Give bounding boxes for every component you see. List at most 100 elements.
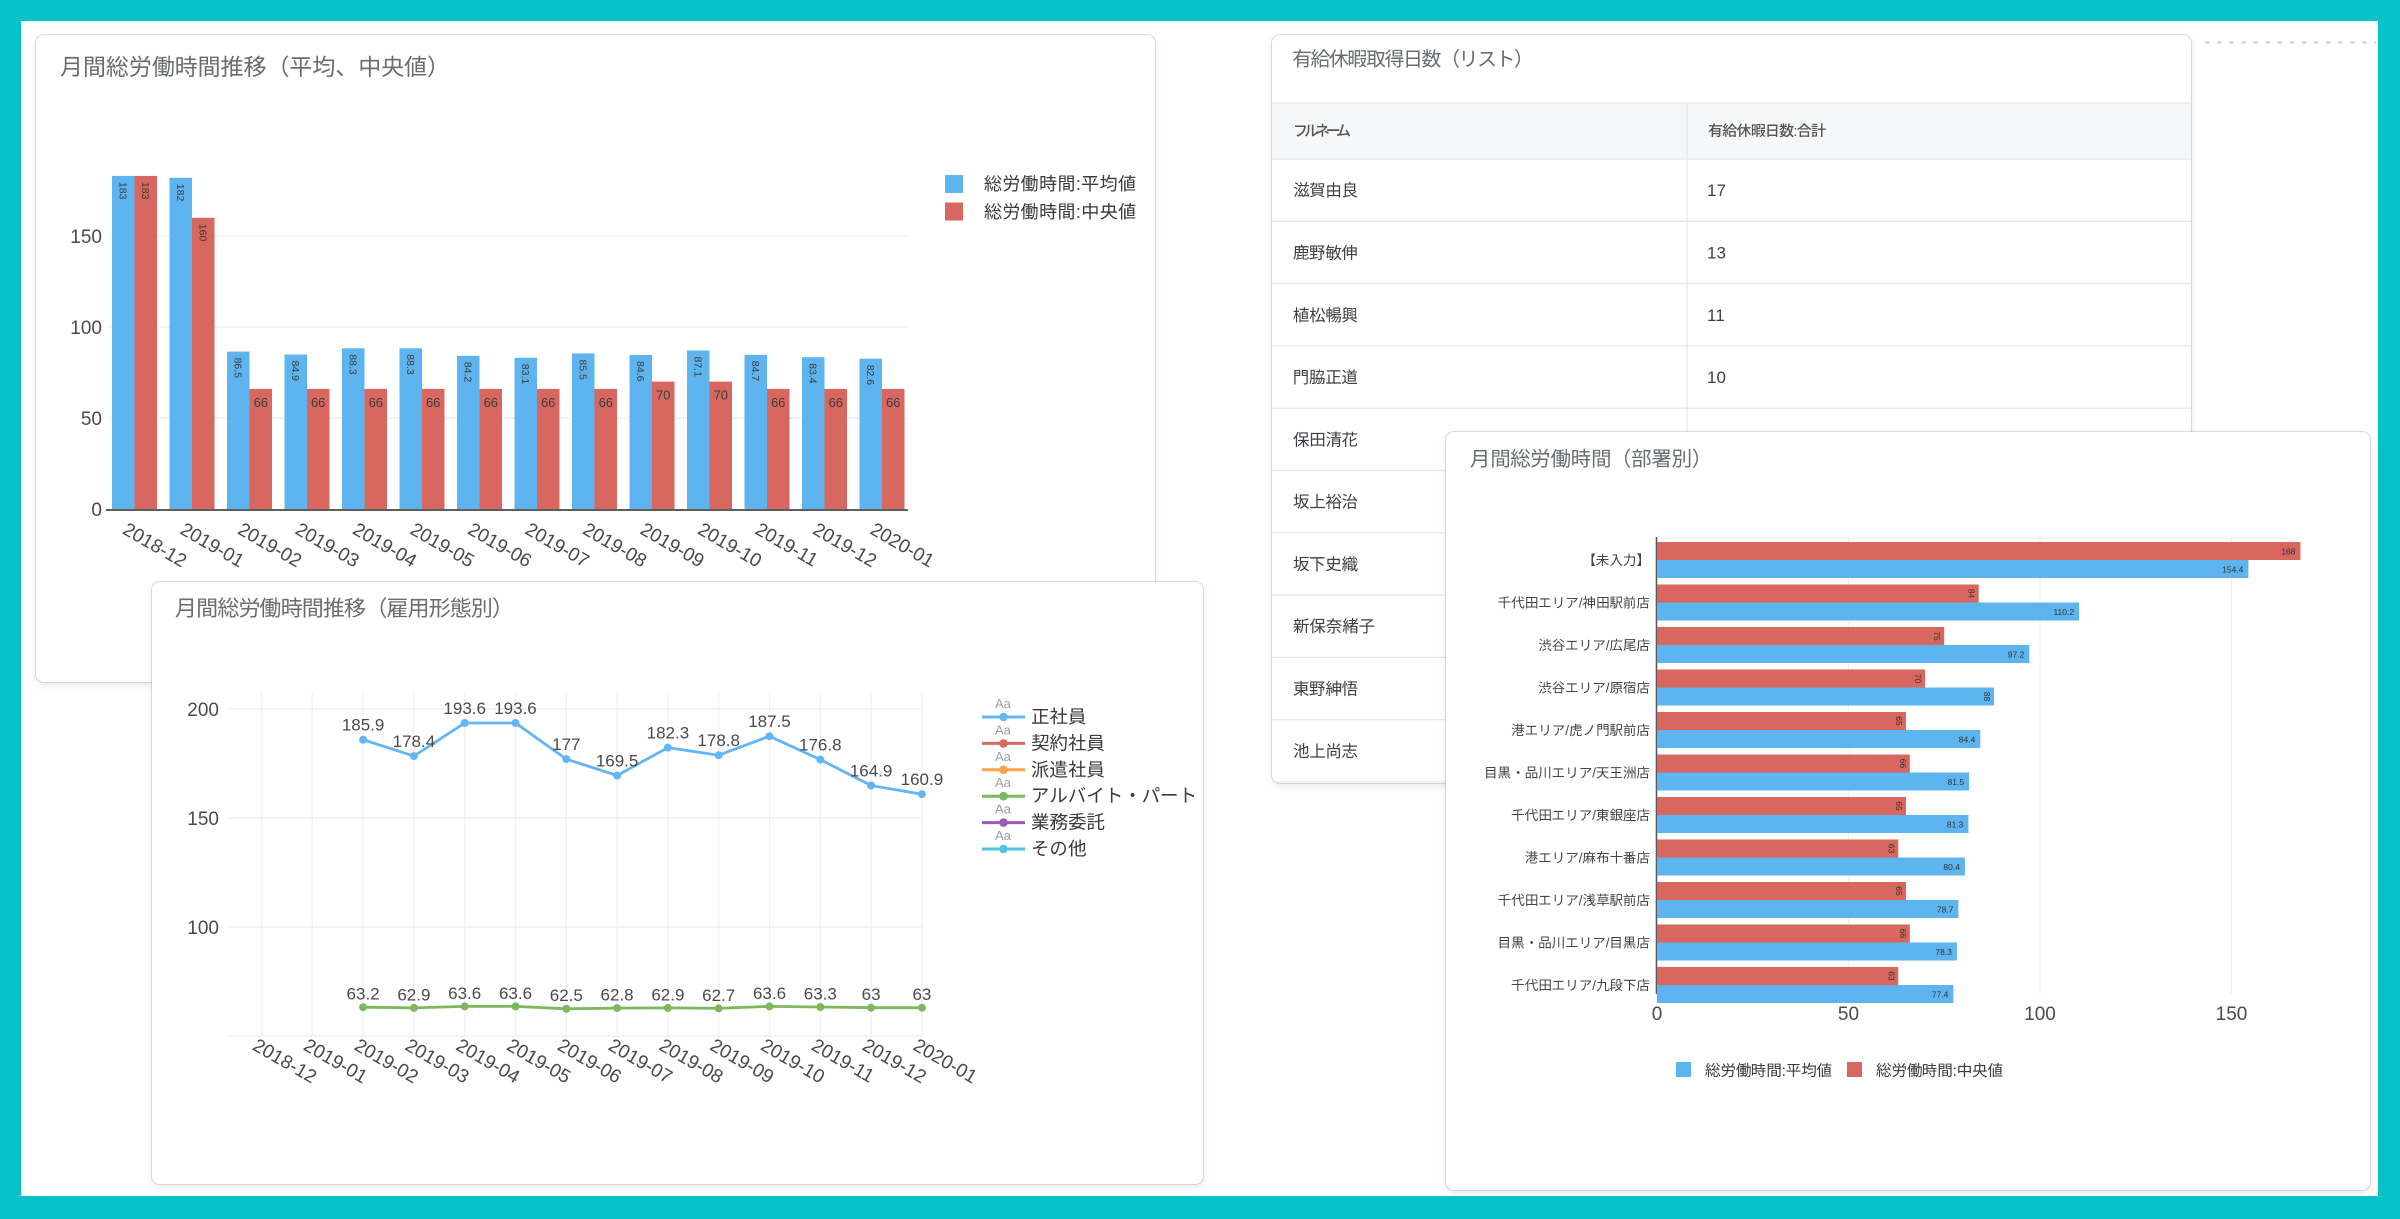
svg-text:82.6: 82.6: [864, 365, 876, 386]
svg-text:2019-11: 2019-11: [752, 519, 822, 571]
svg-text:目黒・品川エリア/天王洲店: 目黒・品川エリア/天王洲店: [1484, 766, 1650, 781]
svg-text:2019-09: 2019-09: [637, 519, 708, 572]
svg-text:63: 63: [1886, 844, 1896, 854]
svg-text:坂下史織: 坂下史織: [1293, 556, 1359, 574]
svg-text:66: 66: [254, 395, 268, 410]
svg-text:Aa: Aa: [995, 722, 1012, 737]
svg-text:2019-07: 2019-07: [522, 519, 593, 572]
svg-text:2018-12: 2018-12: [119, 519, 190, 572]
svg-text:100: 100: [187, 918, 219, 939]
svg-text:63.6: 63.6: [753, 984, 786, 1003]
svg-text:63.3: 63.3: [804, 985, 837, 1004]
svg-text:Aa: Aa: [995, 775, 1012, 790]
svg-text:【未入力】: 【未入力】: [1583, 553, 1651, 568]
svg-text:総労働時間:平均値: 総労働時間:平均値: [1705, 1062, 1832, 1080]
svg-text:62.7: 62.7: [702, 986, 735, 1005]
svg-text:50: 50: [81, 409, 102, 430]
svg-text:2020-01: 2020-01: [867, 519, 938, 572]
svg-text:63.2: 63.2: [347, 985, 380, 1004]
svg-text:70: 70: [656, 388, 670, 403]
svg-text:業務委託: 業務委託: [1031, 812, 1106, 833]
svg-text:77.4: 77.4: [1932, 990, 1949, 1000]
svg-text:2019-08: 2019-08: [579, 519, 650, 572]
svg-text:千代田エリア/東銀座店: 千代田エリア/東銀座店: [1511, 808, 1650, 823]
svg-text:13: 13: [1707, 244, 1726, 263]
svg-text:168: 168: [2281, 547, 2295, 557]
svg-text:187.5: 187.5: [748, 712, 791, 731]
svg-text:アルバイト・パート: アルバイト・パート: [1031, 785, 1197, 806]
svg-text:154.4: 154.4: [2222, 565, 2244, 575]
svg-text:81.5: 81.5: [1948, 777, 1965, 787]
svg-text:65: 65: [1894, 886, 1904, 896]
svg-text:月間総労働時間（部署別）: 月間総労働時間（部署別）: [1470, 448, 1712, 471]
svg-text:2019-01: 2019-01: [177, 519, 248, 572]
svg-text:70: 70: [714, 388, 728, 403]
svg-text:11: 11: [1707, 306, 1725, 325]
svg-text:66: 66: [426, 395, 440, 410]
svg-text:62.8: 62.8: [601, 986, 634, 1005]
svg-text:86.5: 86.5: [231, 358, 243, 379]
svg-text:70: 70: [1913, 674, 1923, 684]
svg-text:87.1: 87.1: [692, 357, 704, 378]
svg-text:2019-12: 2019-12: [809, 519, 880, 572]
svg-text:193.6: 193.6: [443, 699, 486, 718]
svg-text:66: 66: [771, 395, 785, 410]
svg-text:65: 65: [1894, 716, 1904, 726]
svg-text:62.9: 62.9: [651, 985, 684, 1004]
svg-text:100: 100: [2024, 1004, 2056, 1025]
svg-text:164.9: 164.9: [850, 762, 893, 781]
svg-text:63: 63: [862, 985, 881, 1004]
svg-text:千代田エリア/浅草駅前店: 千代田エリア/浅草駅前店: [1498, 893, 1651, 908]
svg-text:総労働時間:中央値: 総労働時間:中央値: [984, 202, 1136, 222]
svg-text:0: 0: [1652, 1004, 1663, 1025]
svg-text:66: 66: [829, 395, 843, 410]
svg-text:66: 66: [484, 395, 498, 410]
svg-text:鹿野敏伸: 鹿野敏伸: [1293, 244, 1358, 263]
svg-text:66: 66: [599, 395, 613, 410]
svg-text:池上尚志: 池上尚志: [1293, 743, 1358, 761]
svg-text:83.4: 83.4: [807, 363, 819, 384]
svg-text:66: 66: [369, 395, 383, 410]
svg-text:78.3: 78.3: [1935, 947, 1952, 957]
svg-text:150: 150: [70, 227, 102, 248]
svg-text:66: 66: [541, 395, 555, 410]
svg-text:84.6: 84.6: [634, 361, 646, 382]
svg-text:その他: その他: [1031, 838, 1087, 859]
svg-text:84.4: 84.4: [1959, 735, 1976, 745]
svg-text:200: 200: [187, 700, 219, 721]
svg-text:月間総労働時間推移（平均、中央値）: 月間総労働時間推移（平均、中央値）: [60, 54, 450, 80]
svg-text:88.3: 88.3: [404, 354, 416, 375]
svg-text:78.7: 78.7: [1937, 905, 1954, 915]
svg-text:保田清花: 保田清花: [1293, 431, 1359, 449]
svg-text:63.6: 63.6: [499, 984, 532, 1003]
svg-text:84.9: 84.9: [289, 361, 301, 382]
svg-text:63: 63: [1886, 971, 1896, 981]
svg-text:Aa: Aa: [995, 696, 1012, 711]
svg-text:植松暢興: 植松暢興: [1293, 307, 1358, 325]
svg-text:62.9: 62.9: [397, 985, 430, 1004]
svg-text:66: 66: [1898, 929, 1908, 939]
svg-text:63: 63: [912, 985, 931, 1004]
svg-text:2019-04: 2019-04: [349, 519, 420, 572]
svg-text:目黒・品川エリア/目黒店: 目黒・品川エリア/目黒店: [1498, 936, 1651, 951]
svg-text:66: 66: [311, 395, 325, 410]
svg-text:Aa: Aa: [995, 828, 1012, 843]
svg-text:81.3: 81.3: [1947, 820, 1964, 830]
svg-text:総労働時間:平均値: 総労働時間:平均値: [984, 174, 1136, 194]
svg-text:177: 177: [552, 735, 580, 754]
svg-text:150: 150: [2216, 1004, 2248, 1025]
svg-text:正社員: 正社員: [1031, 706, 1087, 727]
svg-text:派遣社員: 派遣社員: [1031, 759, 1105, 780]
svg-text:62.5: 62.5: [550, 986, 583, 1005]
svg-text:滋賀由良: 滋賀由良: [1293, 181, 1359, 200]
svg-text:84.7: 84.7: [749, 361, 761, 382]
svg-text:100: 100: [70, 318, 102, 339]
svg-text:169.5: 169.5: [596, 752, 639, 771]
svg-text:84.2: 84.2: [461, 362, 473, 383]
svg-text:88: 88: [1982, 692, 1992, 702]
svg-text:185.9: 185.9: [342, 716, 385, 735]
svg-text:110.2: 110.2: [2053, 607, 2074, 617]
svg-text:150: 150: [187, 809, 219, 830]
svg-text:港エリア/麻布十番店: 港エリア/麻布十番店: [1525, 851, 1651, 866]
svg-text:2019-03: 2019-03: [292, 519, 363, 572]
